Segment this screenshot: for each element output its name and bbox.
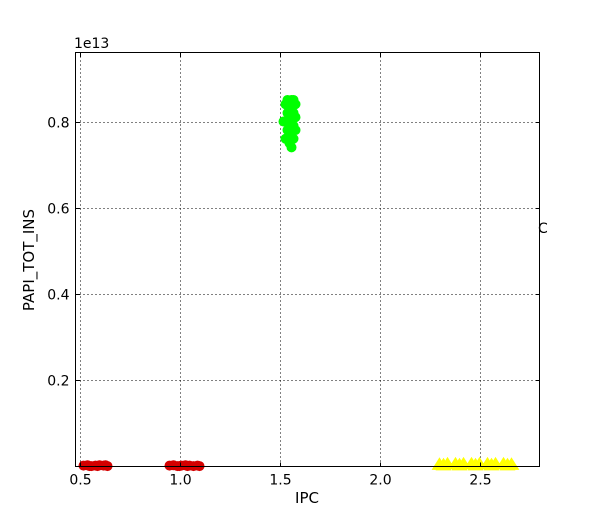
x-axis-label: IPC — [295, 489, 319, 507]
stray-text: C — [538, 221, 548, 237]
y-tick-label: 0.8 — [47, 116, 69, 132]
y-offset-label: 1e13 — [74, 36, 109, 52]
data-point — [290, 125, 301, 136]
grid-lines — [75, 52, 540, 467]
data-point — [467, 457, 484, 471]
y-axis-label: PAPI_TOT_INS — [20, 209, 39, 311]
y-tick-label: 0.6 — [47, 202, 69, 218]
data-point — [100, 460, 111, 471]
data-points — [78, 94, 520, 472]
data-point — [286, 94, 297, 105]
data-point — [483, 457, 500, 471]
data-point — [290, 112, 301, 123]
data-point — [435, 457, 452, 471]
y-tick-label: 0.4 — [47, 288, 69, 304]
plot-frame — [75, 52, 540, 467]
x-tick-label: 0.5 — [69, 473, 91, 489]
data-point — [499, 457, 516, 471]
tick-labels: 0.5 1.0 1.5 2.0 2.5 0.2 0.4 0.6 0.8 — [47, 116, 491, 489]
axis-ticks — [75, 52, 540, 467]
data-point — [278, 116, 289, 127]
x-tick-label: 1.0 — [169, 473, 191, 489]
data-point — [451, 457, 468, 471]
x-tick-label: 1.5 — [269, 473, 291, 489]
data-point — [288, 133, 299, 144]
y-tick-label: 0.2 — [47, 374, 69, 390]
data-point — [286, 142, 297, 153]
x-tick-label: 2.0 — [369, 473, 391, 489]
x-tick-label: 2.5 — [469, 473, 491, 489]
